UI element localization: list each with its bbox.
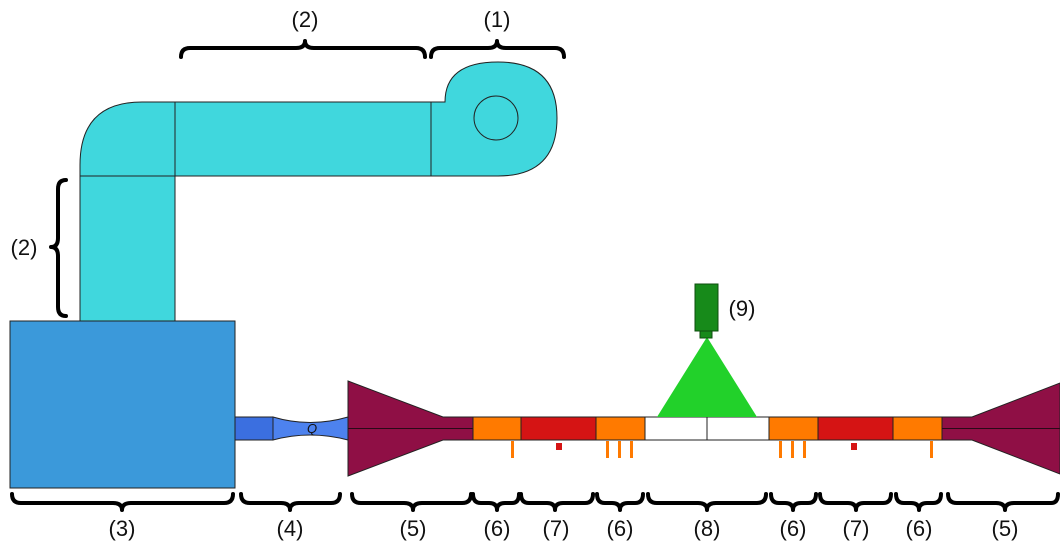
- label-heater-2: (7): [843, 516, 870, 541]
- probe-marker: [618, 441, 621, 458]
- label-duct-horizontal: (2): [292, 7, 319, 32]
- brace-duct-horizontal: [179, 39, 427, 59]
- label-sensor-1: (6): [484, 516, 511, 541]
- brace-sensor-4: [894, 492, 943, 512]
- test-section-right: [706, 416, 770, 441]
- probe-marker: [511, 441, 514, 458]
- probe-marker: [779, 441, 782, 458]
- flow-meter-inlet: [234, 416, 274, 441]
- test-section-left: [644, 416, 708, 441]
- duct-assembly: [79, 61, 558, 323]
- brace-sensor-1: [471, 492, 521, 512]
- heater-pad: [851, 443, 857, 450]
- brace-chamber: [10, 492, 235, 512]
- brace-test-section: [646, 492, 768, 512]
- label-camera: (9): [729, 296, 756, 321]
- braces: [10, 39, 1060, 512]
- label-fan: (1): [484, 7, 511, 32]
- camera-body: [694, 283, 719, 332]
- label-sensor-3: (6): [780, 516, 807, 541]
- flow-rate-label: Q: [307, 421, 317, 436]
- brace-heater-1: [519, 492, 595, 512]
- brace-duct-vertical: [49, 178, 68, 318]
- probe-marker: [630, 441, 633, 458]
- sensor-section-2: [595, 416, 646, 441]
- brace-diffuser-right: [946, 492, 1060, 512]
- sensor-section-4: [892, 416, 943, 441]
- flow-meter: Q: [234, 416, 349, 441]
- sensor-section-3: [768, 416, 819, 441]
- label-flow-meter: (4): [277, 516, 304, 541]
- labels: (2) (1) (2) (9) (3) (4) (5) (6) (7) (6) …: [11, 7, 1019, 541]
- settling-chamber: [9, 320, 236, 489]
- fan-hub: [473, 95, 519, 141]
- heater-pad: [556, 443, 562, 450]
- probes: [511, 441, 933, 458]
- brace-sensor-2: [595, 492, 645, 512]
- label-diffuser-left: (5): [400, 516, 427, 541]
- label-sensor-4: (6): [906, 516, 933, 541]
- duct-elbow: [79, 101, 176, 177]
- brace-fan: [429, 39, 566, 59]
- heater-section-1: [520, 416, 597, 441]
- probe-marker: [803, 441, 806, 458]
- heater-section-2: [817, 416, 894, 441]
- brace-heater-2: [818, 492, 893, 512]
- camera-field-of-view: [657, 337, 757, 417]
- horizontal-duct: [174, 101, 432, 177]
- probe-marker: [930, 441, 933, 458]
- camera-icon: [657, 283, 757, 417]
- probe-marker: [791, 441, 794, 458]
- brace-flow-meter: [239, 492, 342, 512]
- label-duct-vertical: (2): [11, 235, 38, 260]
- sensor-section-1: [472, 416, 522, 441]
- label-diffuser-right: (5): [992, 516, 1019, 541]
- vertical-duct: [79, 175, 176, 323]
- label-sensor-2: (6): [607, 516, 634, 541]
- brace-diffuser-left: [350, 492, 473, 512]
- label-test-section: (8): [694, 516, 721, 541]
- probe-marker: [606, 441, 609, 458]
- label-settling-chamber: (3): [109, 516, 136, 541]
- brace-sensor-3: [769, 492, 818, 512]
- label-heater-1: (7): [543, 516, 570, 541]
